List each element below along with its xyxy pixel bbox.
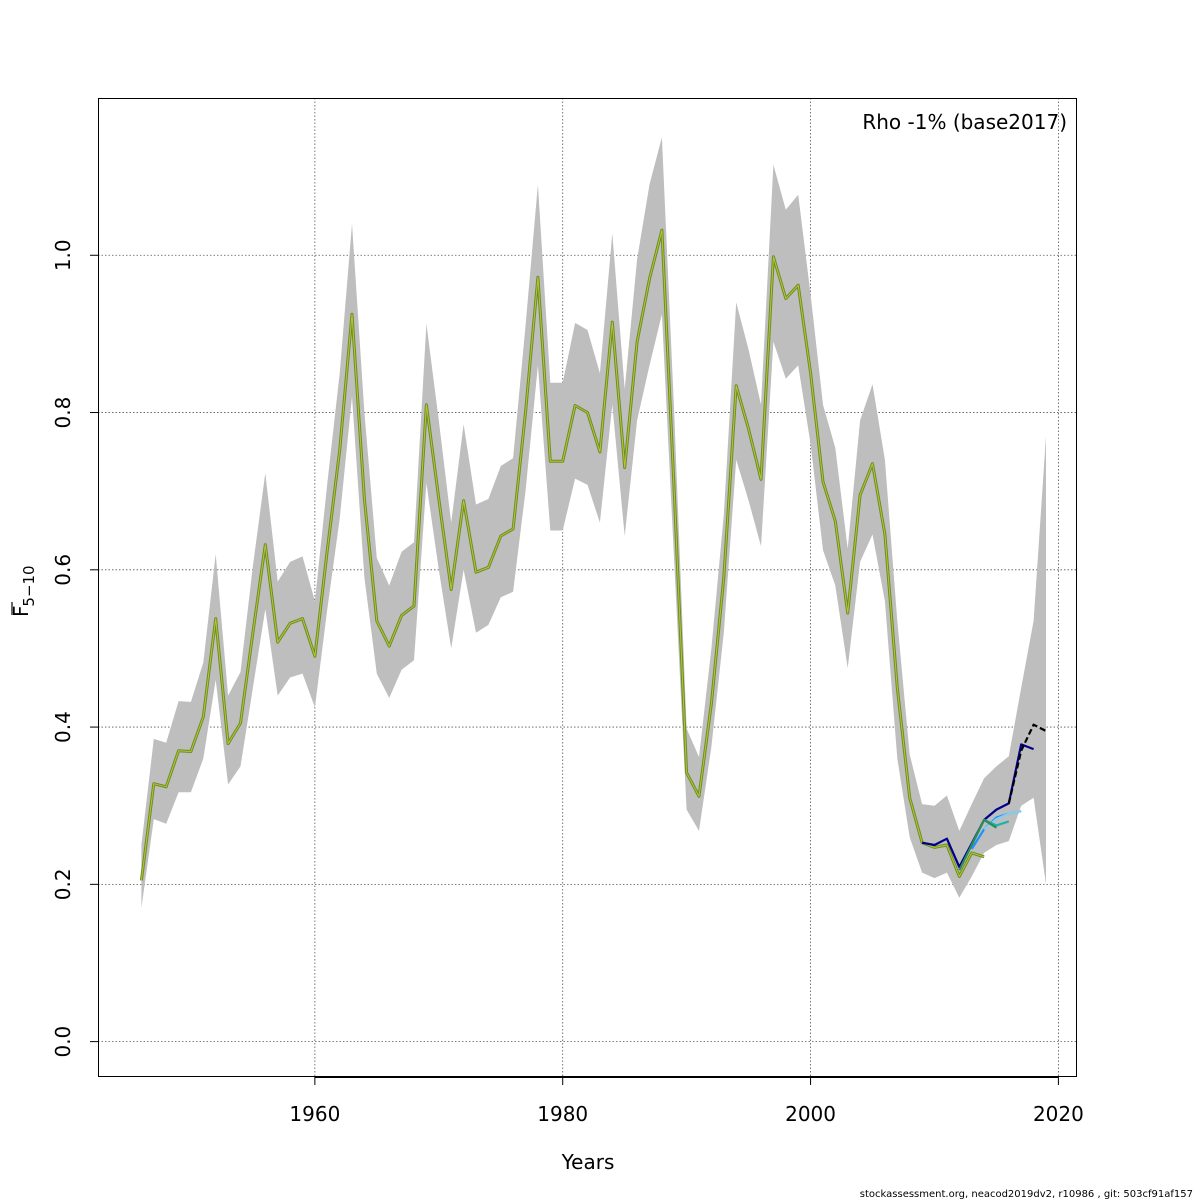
x-tick-label: 1980 bbox=[537, 1102, 588, 1126]
retro-series-line bbox=[958, 818, 997, 871]
y-axis-title-sub: 5−10 bbox=[20, 565, 38, 606]
x-axis-title: Years bbox=[561, 1150, 615, 1174]
confidence-band bbox=[141, 137, 1046, 908]
y-tick-label: 0.6 bbox=[51, 554, 75, 586]
x-tick-label: 1960 bbox=[289, 1102, 340, 1126]
y-tick-label: 0.8 bbox=[51, 397, 75, 429]
ci-band-area bbox=[141, 137, 1046, 908]
y-tick-label: 0.0 bbox=[51, 1026, 75, 1058]
x-axis: 1960 1980 2000 2020 bbox=[289, 1077, 1084, 1126]
y-axis-title: F 5−10 bbox=[9, 565, 38, 617]
credit-text: stockassessment.org, neacod2019dv2, r109… bbox=[860, 1189, 1193, 1200]
x-tick-label: 2000 bbox=[785, 1102, 836, 1126]
y-axis: 0.0 0.2 0.4 0.6 0.8 1.0 bbox=[51, 239, 99, 1058]
x-tick-label: 2020 bbox=[1033, 1102, 1084, 1126]
series-lines bbox=[139, 228, 1047, 881]
svg-text:F 5−10: F 5−10 bbox=[9, 565, 38, 617]
y-axis-title-main: F bbox=[9, 605, 33, 617]
y-tick-label: 0.2 bbox=[51, 868, 75, 900]
y-tick-label: 1.0 bbox=[51, 239, 75, 271]
retro-series-line bbox=[1007, 723, 1047, 804]
base-series-line-core bbox=[140, 229, 985, 881]
grid-lines bbox=[98, 98, 1077, 1077]
legend-annotation: Rho -1% (base2017) bbox=[862, 110, 1067, 134]
y-tick-label: 0.4 bbox=[51, 711, 75, 743]
